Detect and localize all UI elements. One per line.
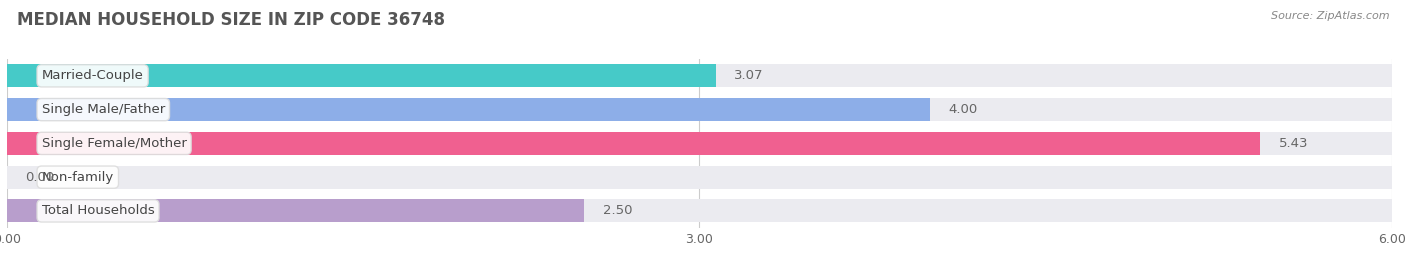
Text: MEDIAN HOUSEHOLD SIZE IN ZIP CODE 36748: MEDIAN HOUSEHOLD SIZE IN ZIP CODE 36748 bbox=[17, 11, 444, 29]
Bar bbox=[7, 199, 1392, 222]
Bar bbox=[7, 132, 1260, 155]
Bar bbox=[7, 166, 1392, 189]
Text: 5.43: 5.43 bbox=[1279, 137, 1309, 150]
Bar bbox=[7, 98, 931, 121]
Text: 2.50: 2.50 bbox=[603, 204, 633, 217]
Text: Married-Couple: Married-Couple bbox=[42, 69, 143, 82]
Bar bbox=[7, 199, 583, 222]
Bar bbox=[7, 64, 716, 87]
Text: Single Male/Father: Single Male/Father bbox=[42, 103, 165, 116]
Bar bbox=[7, 98, 1392, 121]
Text: Total Households: Total Households bbox=[42, 204, 155, 217]
Text: Source: ZipAtlas.com: Source: ZipAtlas.com bbox=[1271, 11, 1389, 21]
Bar bbox=[7, 132, 1392, 155]
Text: Non-family: Non-family bbox=[42, 171, 114, 184]
Bar bbox=[7, 64, 1392, 87]
Text: 3.07: 3.07 bbox=[734, 69, 763, 82]
Text: 4.00: 4.00 bbox=[949, 103, 979, 116]
Text: 0.00: 0.00 bbox=[25, 171, 55, 184]
Text: Single Female/Mother: Single Female/Mother bbox=[42, 137, 187, 150]
